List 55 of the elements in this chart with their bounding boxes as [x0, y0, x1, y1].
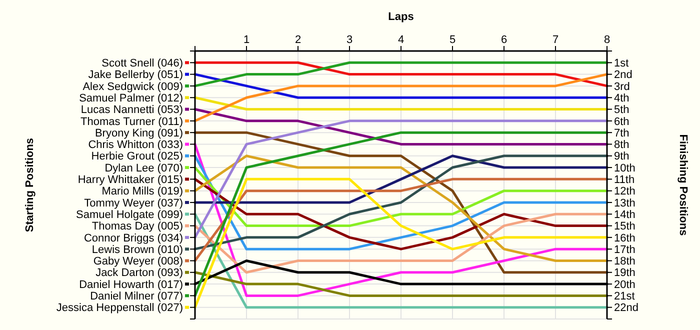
y2-tick-label: 2nd [614, 69, 632, 82]
legend-label: Jake Bellerby (051) [88, 69, 183, 82]
y2-tick-label: 19th [614, 267, 636, 280]
legend-label: Samuel Holgate (099) [76, 208, 183, 221]
legend-label: Scott Snell (046) [102, 58, 183, 70]
y2-tick-label: 22nd [614, 302, 638, 314]
legend-label: Daniel Howarth (017) [79, 278, 183, 291]
legend-label: Samuel Palmer (012) [79, 92, 183, 104]
legend-label: Dylan Lee (070) [104, 162, 183, 174]
y2-tick-label: 21st [614, 290, 635, 303]
y2-tick-label: 5th [614, 104, 630, 116]
y2-tick-label: 14th [614, 208, 636, 221]
x-tick-label: 4 [398, 34, 404, 46]
x-tick-label: 1 [243, 34, 250, 46]
y2-tick-label: 8th [614, 139, 630, 152]
x-tick-label: 6 [500, 34, 508, 46]
legend-label: Thomas Turner (011) [80, 116, 183, 128]
x-axis-title: Laps [388, 11, 414, 23]
x-tick-label: 3 [346, 34, 353, 46]
legend-label: Harry Whittaker (015) [78, 174, 183, 186]
legend-label: Thomas Day (005) [92, 220, 183, 233]
y2-tick-label: 11th [614, 174, 635, 186]
y2-tick-label: 17th [614, 244, 636, 256]
y2-tick-label: 4th [614, 92, 630, 104]
y2-axis-title: Finishing Positions [677, 134, 689, 236]
y2-tick-label: 12th [614, 186, 636, 198]
y2-tick-label: 18th [614, 256, 636, 268]
x-tick-label: 7 [552, 34, 559, 46]
y2-tick-label: 10th [614, 162, 636, 174]
text: Starting Positions [24, 138, 36, 232]
y2-tick-label: 3rd [614, 80, 630, 93]
y2-tick-label: 13th [614, 197, 636, 210]
y2-tick-label: 20th [614, 278, 636, 291]
legend-label: Alex Sedgwick (009) [82, 80, 183, 93]
y2-tick-label: 7th [614, 127, 630, 140]
legend-label: Mario Mills (019) [102, 186, 183, 198]
legend-label: Tommy Weyer (037) [84, 197, 183, 210]
legend-label: Lucas Nannetti (053) [80, 104, 183, 116]
x-tick-label: 5 [449, 34, 456, 46]
legend-label: Connor Briggs (034) [84, 232, 183, 244]
y2-tick-label: 15th [614, 220, 636, 233]
y2-tick-label: 6th [614, 116, 630, 128]
y2-tick-label: 16th [614, 232, 636, 244]
y2-tick-label: 1st [614, 58, 629, 70]
x-tick-label: 8 [604, 34, 610, 46]
legend-label: Jack Darton (093) [96, 267, 183, 280]
legend-label: Bryony King (091) [94, 127, 183, 140]
legend-label: Chris Whitton (033) [88, 139, 183, 152]
legend-label: Jessica Heppenstall (027) [56, 302, 183, 314]
legend-label: Gaby Weyer (008) [93, 256, 183, 268]
legend-label: Herbie Grout (025) [91, 150, 183, 163]
x-tick-label: 2 [294, 34, 302, 46]
y2-tick-label: 9th [614, 150, 630, 163]
legend-label: Lewis Brown (010) [92, 244, 183, 256]
legend-label: Daniel Milner (077) [90, 290, 183, 303]
